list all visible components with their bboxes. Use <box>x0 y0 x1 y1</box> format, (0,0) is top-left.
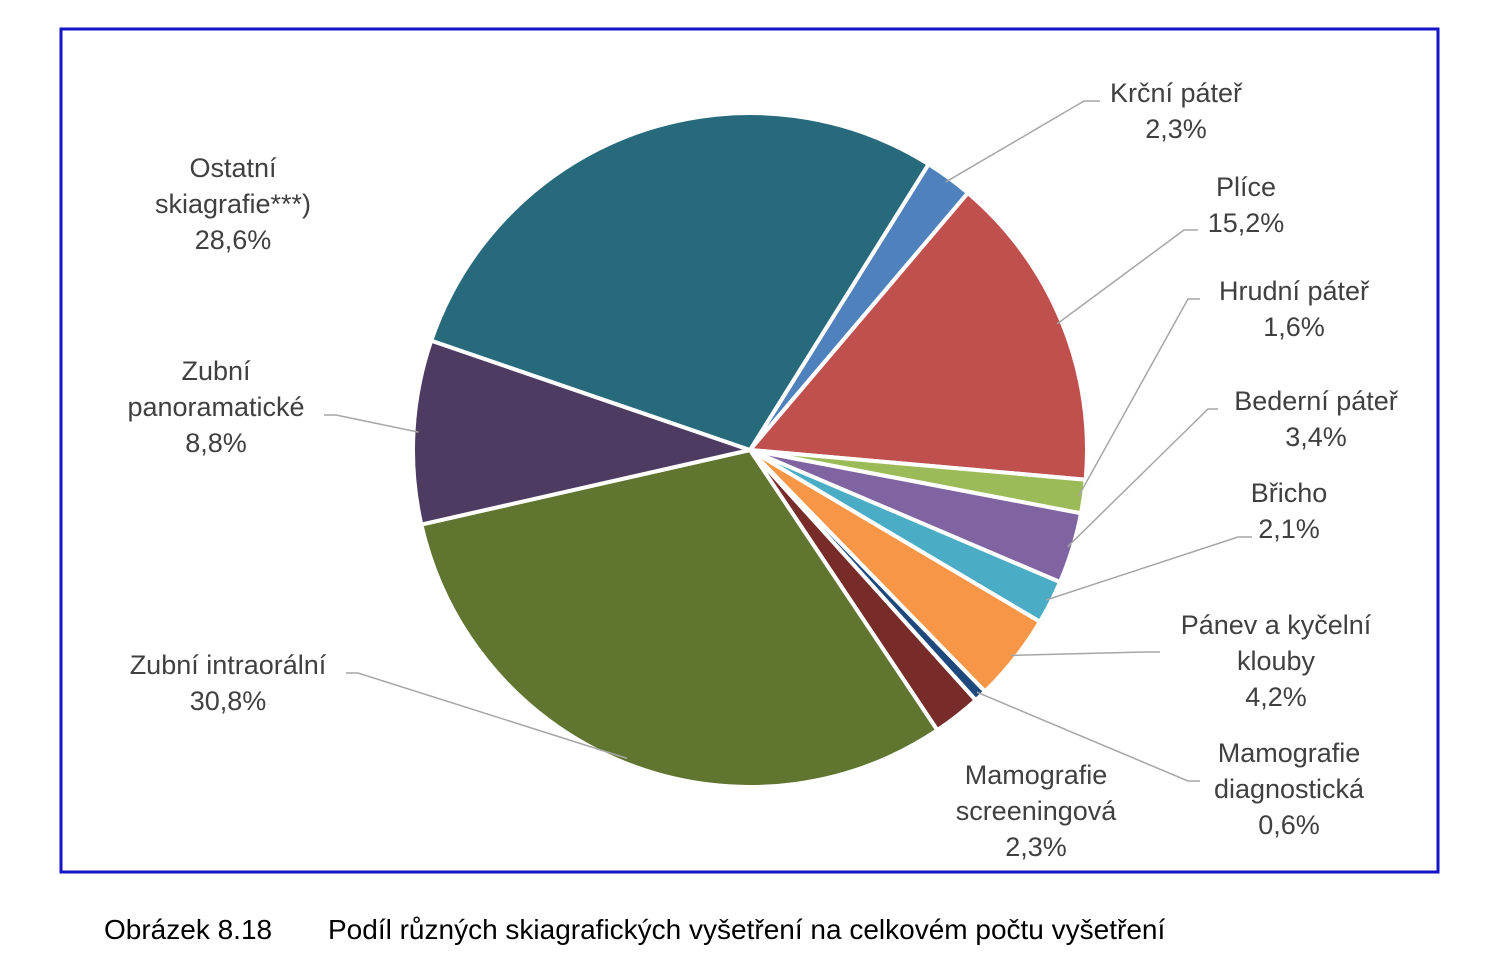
leader-line <box>1078 298 1200 497</box>
slice-category-label: skiagrafie***) <box>155 189 311 219</box>
pie-slice <box>748 190 1090 482</box>
slice-value-label: 2,3% <box>1145 114 1207 144</box>
leader-line <box>324 414 419 433</box>
slice-category-label: Plíce <box>1216 172 1276 202</box>
slice-category-label: Ostatní <box>189 153 277 183</box>
slice-value-label: 15,2% <box>1208 208 1285 238</box>
slice-value-label: 3,4% <box>1285 422 1347 452</box>
slice-value-label: 4,2% <box>1245 682 1307 712</box>
leader-line <box>1056 229 1198 325</box>
slice-category-label: Zubní <box>181 356 251 386</box>
figure-caption: Obrázek 8.18 Podíl různých skiagrafických… <box>104 914 1165 946</box>
leader-line <box>945 100 1100 183</box>
slice-value-label: 30,8% <box>190 686 267 716</box>
slice-category-label: Bederní páteř <box>1234 386 1399 416</box>
slice-category-label: Mamografie <box>965 760 1108 790</box>
leader-lines <box>324 100 1252 782</box>
slice-category-label: Břicho <box>1251 478 1328 508</box>
slice-labels: Krční páteř 2,3% Plíce 15,2% Hrudní páteř 1,6… <box>127 78 1398 862</box>
slice-value-label: 28,6% <box>195 225 272 255</box>
slice-value-label: 2,1% <box>1258 514 1320 544</box>
slice-category-label: Krční páteř <box>1110 78 1243 108</box>
slice-category-label: Mamografie <box>1218 738 1361 768</box>
slice-category-label: diagnostická <box>1214 774 1365 804</box>
pie-slice <box>429 111 931 452</box>
caption-number: Obrázek 8.18 <box>104 914 273 945</box>
pie-slices <box>411 111 1090 789</box>
leader-line <box>1010 651 1160 657</box>
slice-category-label: panoramatické <box>127 392 304 422</box>
slice-value-label: 8,8% <box>185 428 247 458</box>
slice-value-label: 1,6% <box>1263 312 1325 342</box>
leader-line <box>1045 536 1252 601</box>
pie-slice <box>419 448 940 789</box>
slice-value-label: 2,3% <box>1005 832 1067 862</box>
slice-category-label: screeningová <box>956 796 1118 826</box>
slice-category-label: Zubní intraorální <box>130 650 327 680</box>
slice-category-label: Hrudní páteř <box>1219 276 1370 306</box>
slice-category-label: Pánev a kyčelní <box>1181 610 1372 640</box>
chart-frame <box>59 27 1440 874</box>
slice-value-label: 0,6% <box>1258 810 1320 840</box>
slice-category-label: klouby <box>1237 646 1316 676</box>
leader-line <box>346 672 628 760</box>
leader-line <box>976 691 1200 782</box>
leader-line <box>1066 408 1218 548</box>
caption-text: Podíl různých skiagrafických vyšetření n… <box>328 914 1166 945</box>
